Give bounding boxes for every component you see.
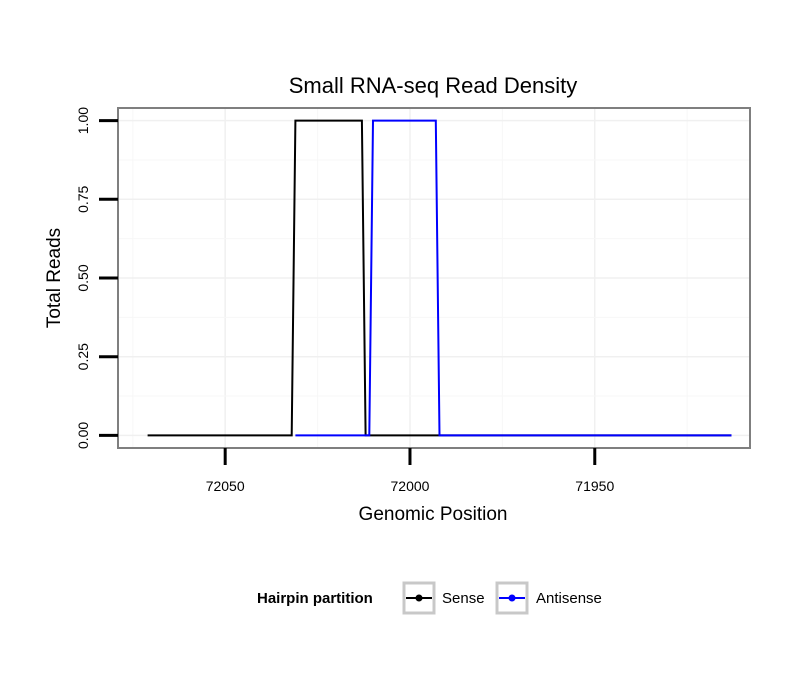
y-tick-label: 0.50 (75, 264, 91, 291)
series-layer (147, 119, 732, 437)
y-tick-label: 0.00 (75, 422, 91, 449)
x-tick-label: 71950 (575, 478, 614, 494)
legend-dot-antisense (508, 594, 516, 602)
series-line-sense (147, 119, 732, 437)
legend-label-antisense: Antisense (536, 590, 602, 607)
x-axis-title: Genomic Position (359, 504, 508, 525)
series-line-antisense (295, 119, 732, 437)
y-axis-title: Total Reads (44, 228, 65, 328)
y-axis: 0.00 0.25 0.50 0.75 1.00 (75, 107, 118, 449)
chart-title: Small RNA-seq Read Density (289, 73, 578, 98)
legend-dot-sense (415, 594, 423, 602)
x-tick-label: 72000 (391, 478, 430, 494)
y-tick-label: 1.00 (75, 107, 91, 134)
x-axis: 72050 72000 71950 (206, 448, 614, 494)
y-tick-label: 0.75 (75, 185, 91, 212)
y-tick-label: 0.25 (75, 343, 91, 370)
legend-label-sense: Sense (442, 590, 485, 607)
x-tick-label: 72050 (206, 478, 245, 494)
legend: Hairpin partition Sense Antisense (257, 581, 602, 615)
legend-title: Hairpin partition (257, 590, 373, 607)
